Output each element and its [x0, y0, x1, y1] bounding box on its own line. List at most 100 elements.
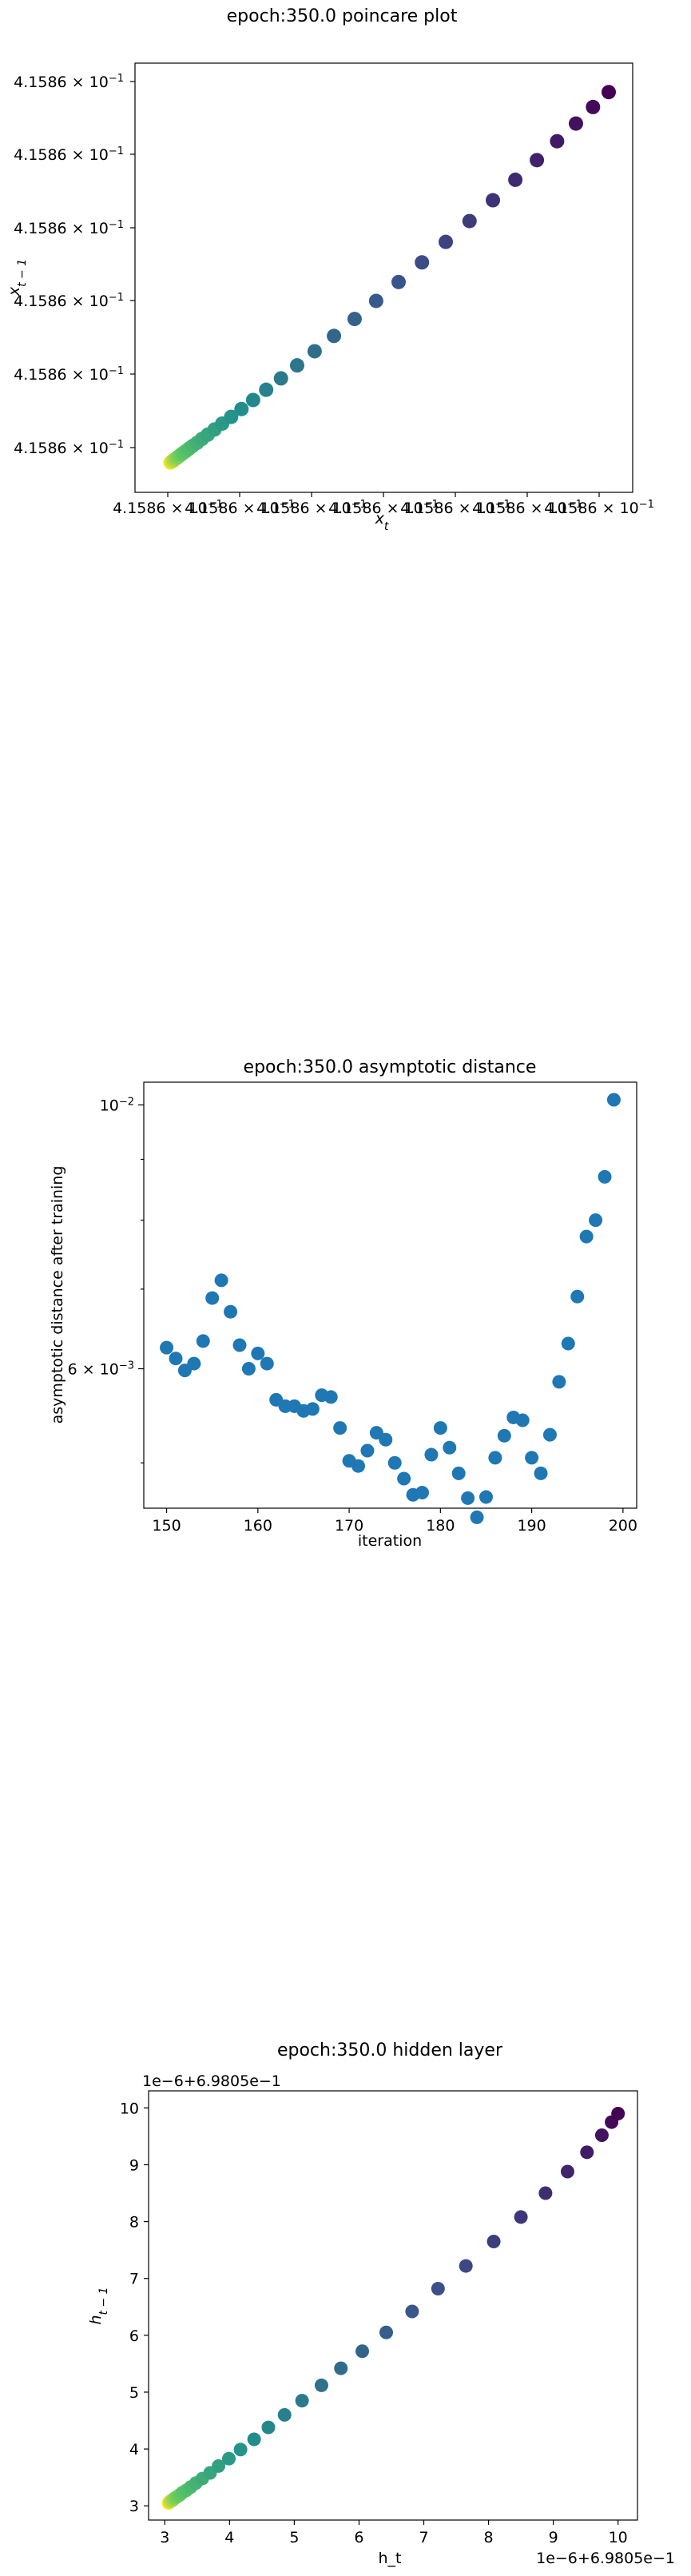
tick-label: 9: [129, 2156, 139, 2174]
tick-label: 4.1586 × 10−1: [14, 292, 124, 311]
hidden-layer-chart: epoch:350.0 hidden layer 1e−6+6.9805e−1 …: [87, 2040, 675, 2567]
tick-label: 7: [419, 2529, 428, 2546]
scatter-point: [586, 99, 601, 114]
tick-label: 6 × 10−3: [68, 1360, 134, 1379]
scatter-point: [561, 1336, 575, 1351]
scatter-point: [334, 2361, 348, 2375]
scatter-point: [497, 1428, 511, 1443]
scatter-point: [368, 293, 383, 309]
tick-label: 6: [354, 2529, 363, 2546]
scatter-point: [251, 1346, 265, 1360]
plot-frame: [134, 62, 633, 493]
scatter-point: [259, 382, 274, 397]
tick-label: 10−2: [100, 1096, 134, 1115]
tick-label: 4.1586 × 10−1: [14, 219, 124, 238]
tick-label: 4.1586 × 10−1: [14, 145, 124, 165]
y-axis-label: ht − 1: [87, 2287, 110, 2324]
scatter-point: [488, 1451, 502, 1465]
scatter-point: [534, 1466, 548, 1480]
scatter-point: [424, 1447, 439, 1462]
scatter-point: [415, 1486, 429, 1500]
scatter-point: [169, 1352, 183, 1366]
scatter-point: [355, 2344, 369, 2359]
scatter-point: [289, 358, 304, 373]
scatter-point: [245, 392, 260, 408]
scatter-point: [391, 274, 406, 289]
scatter-point: [579, 1229, 594, 1244]
tick-label: 4.1586 × 10−1: [113, 499, 223, 518]
y-axis-label: xt − 1: [6, 259, 29, 297]
tick-label: 8: [129, 2214, 139, 2232]
scatter-point: [470, 1510, 484, 1524]
scatter-point: [324, 1390, 338, 1404]
scatter-point: [224, 409, 239, 424]
scatter-point: [405, 2304, 419, 2319]
scatter-point: [347, 312, 362, 327]
scatter-point: [247, 2432, 261, 2447]
scatter-point: [451, 1466, 466, 1480]
scatter-point: [205, 1291, 220, 1305]
tick-label: 4.1586 × 10−1: [256, 499, 367, 518]
tick-label: 4.1586 × 10−1: [14, 73, 124, 92]
asymptotic-distance-chart: epoch:350.0 asymptotic distance 150 160 17…: [49, 1057, 637, 1550]
scatter-point: [438, 234, 453, 249]
scatter-point: [431, 2282, 445, 2296]
tick-label: 5: [129, 2384, 139, 2402]
x-offset-label: 1e−6+6.9805e−1: [536, 2550, 675, 2567]
scatter-point: [214, 1273, 228, 1288]
tick-label: 4.1586 × 10−1: [328, 499, 439, 518]
scatter-point: [261, 2420, 276, 2435]
tick-label: 6: [129, 2327, 139, 2345]
tick-label: 10: [609, 2529, 628, 2546]
scatter-point: [598, 1169, 612, 1184]
scatter-point: [305, 1402, 320, 1416]
x-axis-label: h_t: [379, 2550, 402, 2567]
chart-title: epoch:350.0 asymptotic distance: [244, 1057, 537, 1077]
scatter-point: [187, 1356, 201, 1371]
scatter-point: [307, 344, 322, 359]
scatter-point: [160, 1340, 174, 1355]
scatter-point: [260, 1356, 274, 1371]
scatter-point: [360, 1443, 375, 1458]
scatter-point: [397, 1471, 411, 1486]
scatter-point: [379, 2325, 393, 2339]
tick-label: 7: [129, 2271, 139, 2288]
scatter-point: [542, 1427, 557, 1442]
scatter-point: [530, 153, 545, 168]
tick-label: 4.1586 × 10−1: [185, 499, 295, 518]
tick-label: 4.1586 × 10−1: [14, 439, 124, 458]
scatter-point: [606, 1093, 621, 1107]
scatter-point: [232, 1338, 247, 1352]
scatter-point: [295, 2394, 309, 2408]
scatter-point: [462, 213, 477, 229]
y-axis-label: asymptotic distance after training: [49, 1166, 66, 1424]
tick-label: 4.1586 × 10−1: [472, 499, 582, 518]
scatter-point: [379, 1432, 393, 1447]
tick-label: 150: [152, 1517, 181, 1535]
scatter-point: [433, 1421, 447, 1435]
scatter-point: [224, 1304, 238, 1319]
scatter-point: [486, 193, 501, 208]
scatter-point: [461, 1491, 475, 1505]
scatter-point: [514, 2210, 528, 2224]
scatter-point: [273, 371, 288, 386]
scatter-point: [515, 1413, 530, 1427]
tick-label: 4.1586 × 10−1: [544, 499, 654, 518]
poincare-plot-chart: epoch:350.0 poincare plot 4.1586 × 10−14…: [6, 6, 654, 533]
plot-frame: [143, 1081, 637, 1509]
scatter-point: [580, 2145, 594, 2160]
tick-label: 10: [120, 2100, 139, 2117]
scatter-point: [234, 401, 249, 416]
plot-frame: [148, 2090, 638, 2521]
tick-label: 4.1586 × 10−1: [400, 499, 510, 518]
scatter-point: [611, 2106, 625, 2120]
scatter-point: [241, 1362, 256, 1376]
tick-label: 190: [517, 1517, 546, 1535]
scatter-point: [560, 2164, 574, 2179]
tick-label: 4.1586 × 10−1: [14, 365, 124, 384]
tick-label: 9: [549, 2529, 558, 2546]
scatter-point: [327, 328, 342, 344]
chart-title: epoch:350.0 hidden layer: [277, 2040, 503, 2060]
scatter-point: [333, 1421, 347, 1435]
scatter-point: [570, 1289, 585, 1304]
